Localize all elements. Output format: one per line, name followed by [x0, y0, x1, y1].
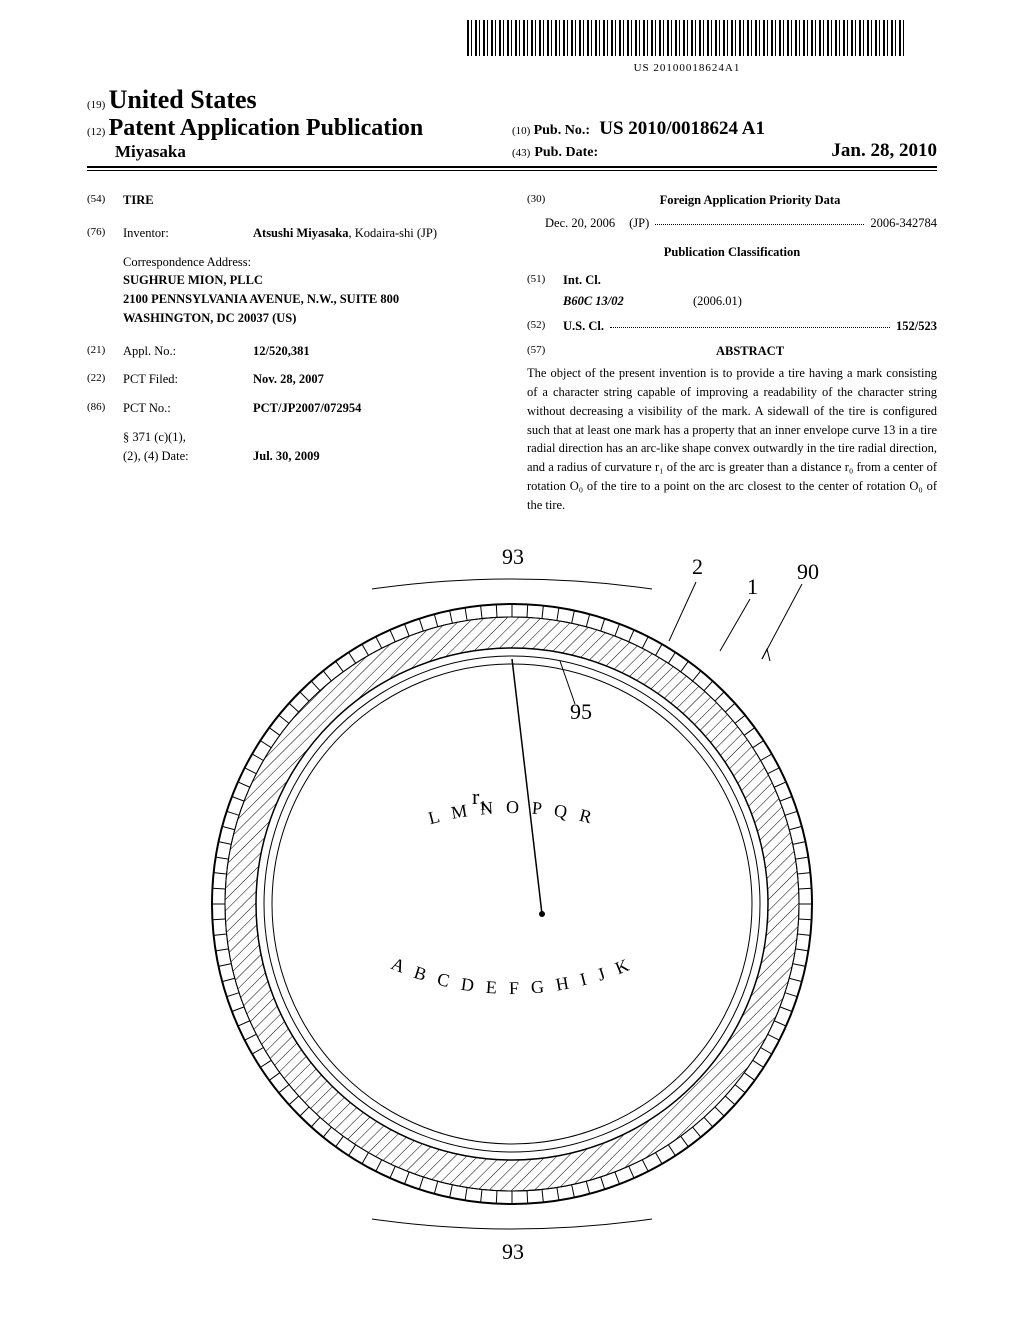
- inventor-label: Inventor:: [123, 224, 253, 243]
- s371-line1: § 371 (c)(1),: [123, 428, 253, 447]
- label-95: 95: [570, 699, 592, 724]
- code-52: (52): [527, 317, 563, 336]
- appl-no-label: Appl. No.:: [123, 342, 253, 361]
- code-22: (22): [87, 370, 123, 389]
- pub-date-label: Pub. Date:: [534, 145, 598, 161]
- label-93-bottom: 93: [502, 1239, 524, 1264]
- priority-cc: (JP): [629, 214, 649, 233]
- label-1: 1: [747, 574, 758, 599]
- foreign-priority-title: Foreign Application Priority Data: [563, 191, 937, 210]
- s371-date: Jul. 30, 2009: [253, 447, 497, 466]
- abstract-text: The object of the present invention is t…: [527, 364, 937, 514]
- barcode-text: US 20100018624A1: [467, 62, 907, 74]
- code-54: (54): [87, 191, 123, 210]
- country-name: United States: [109, 85, 257, 114]
- abstract-title: ABSTRACT: [563, 342, 937, 361]
- code-21: (21): [87, 342, 123, 361]
- pct-no-value: PCT/JP2007/072954: [253, 399, 497, 418]
- label-93-top: 93: [502, 544, 524, 569]
- label-2: 2: [692, 554, 703, 579]
- barcode-lines: [467, 20, 907, 56]
- code-51: (51): [527, 271, 563, 290]
- correspondence-addr2: WASHINGTON, DC 20037 (US): [123, 309, 497, 328]
- correspondence-addr1: 2100 PENNSYLVANIA AVENUE, N.W., SUITE 80…: [123, 290, 497, 309]
- priority-appno: 2006-342784: [870, 214, 937, 233]
- ipc-version: (2006.01): [693, 292, 742, 311]
- right-column: (30) Foreign Application Priority Data D…: [527, 191, 937, 514]
- inventor-name: Atsushi Miyasaka: [253, 226, 349, 240]
- publication-header: (19) United States (12) Patent Applicati…: [87, 85, 937, 168]
- code-19: (19): [87, 99, 105, 111]
- pct-filed-label: PCT Filed:: [123, 370, 253, 389]
- dotline: [655, 214, 864, 225]
- code-30: (30): [527, 191, 563, 210]
- us-cl-label: U.S. Cl.: [563, 317, 604, 336]
- label-90: 90: [797, 559, 819, 584]
- pub-no-value: US 2010/0018624 A1: [599, 118, 765, 139]
- code-12: (12): [87, 126, 105, 138]
- invention-title: TIRE: [123, 191, 154, 210]
- code-57: (57): [527, 342, 563, 361]
- inventor-loc: , Kodaira-shi (JP): [349, 226, 438, 240]
- s371-line2: (2), (4) Date:: [123, 447, 253, 466]
- ipc-code: B60C 13/02: [563, 292, 693, 311]
- correspondence-label: Correspondence Address:: [123, 253, 497, 272]
- code-76: (76): [87, 224, 123, 243]
- header-inventor: Miyasaka: [87, 142, 512, 162]
- classification-title: Publication Classification: [527, 243, 937, 262]
- pct-no-label: PCT No.:: [123, 399, 253, 418]
- us-cl-value: 152/523: [896, 317, 937, 336]
- appl-no-value: 12/520,381: [253, 342, 497, 361]
- correspondence-name: SUGHRUE MION, PLLC: [123, 271, 497, 290]
- figure-tire: L M N O P Q R A B C D E F G H I J K r1 9…: [172, 534, 852, 1264]
- left-column: (54) TIRE (76) Inventor: Atsushi Miyasak…: [87, 191, 497, 514]
- barcode-block: US 20100018624A1: [87, 20, 937, 75]
- pub-no-label: Pub. No.:: [534, 123, 590, 138]
- code-43: (43): [512, 147, 530, 159]
- priority-date: Dec. 20, 2006: [545, 214, 615, 233]
- int-cl-label: Int. Cl.: [563, 271, 601, 290]
- pub-date-value: Jan. 28, 2010: [831, 140, 937, 162]
- doc-type: Patent Application Publication: [109, 115, 424, 141]
- code-10: (10): [512, 125, 530, 137]
- pct-filed-value: Nov. 28, 2007: [253, 370, 497, 389]
- dotline: [610, 317, 890, 328]
- code-86: (86): [87, 399, 123, 418]
